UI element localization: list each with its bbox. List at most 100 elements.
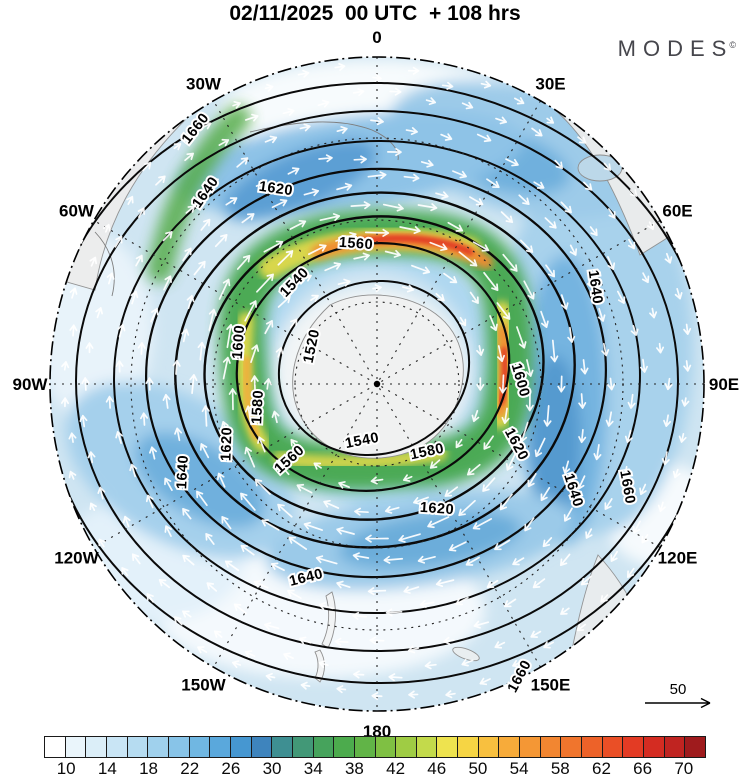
wind-arrow-icon bbox=[569, 244, 578, 256]
wind-arrow bbox=[610, 550, 618, 562]
wind-arrow bbox=[85, 342, 94, 354]
wind-arrow bbox=[663, 414, 672, 427]
wind-arrow-icon bbox=[200, 218, 211, 231]
wind-arrow bbox=[370, 476, 384, 485]
wind-arrow bbox=[578, 393, 587, 409]
wind-arrow-icon bbox=[139, 412, 149, 426]
wind-arrow bbox=[137, 342, 146, 355]
wind-arrow bbox=[352, 88, 365, 97]
wind-arrow bbox=[277, 503, 293, 518]
colorbar-tick: 62 bbox=[591, 759, 611, 778]
wind-arrow bbox=[224, 560, 240, 572]
wind-arrow bbox=[408, 690, 419, 699]
wind-arrow-icon bbox=[641, 533, 649, 544]
wind-arrow-icon bbox=[336, 125, 348, 134]
wind-arrow bbox=[250, 344, 260, 364]
wind-arrow bbox=[353, 252, 370, 261]
wind-arrow-icon bbox=[601, 342, 610, 357]
wind-arrow bbox=[81, 377, 90, 391]
wind-arrows bbox=[60, 62, 692, 701]
graticule bbox=[50, 57, 704, 711]
wind-arrow bbox=[683, 360, 692, 372]
wind-arrow bbox=[263, 240, 284, 253]
wind-arrow-icon bbox=[461, 101, 474, 110]
wind-arrow bbox=[417, 555, 436, 564]
wind-arrow-icon bbox=[115, 360, 124, 373]
wind-arrow bbox=[68, 432, 77, 443]
wind-arrow-icon bbox=[589, 226, 598, 237]
wind-arrow bbox=[425, 97, 437, 106]
wind-arrow-icon bbox=[257, 436, 266, 453]
wind-arrow bbox=[419, 599, 435, 608]
wind-arrow-icon bbox=[448, 541, 467, 552]
wind-arrow bbox=[189, 374, 198, 394]
colorbar-tick: 10 bbox=[56, 759, 76, 778]
wind-arrow-icon bbox=[245, 113, 259, 122]
wind-arrow-icon bbox=[114, 235, 123, 248]
wind-arrow-icon bbox=[207, 178, 219, 187]
wind-arrow-icon bbox=[354, 507, 369, 516]
wind-arrow-icon bbox=[126, 195, 134, 205]
wind-arrow-icon bbox=[202, 121, 212, 130]
wind-arrow-icon bbox=[97, 486, 106, 500]
wind-arrow-icon bbox=[145, 377, 154, 391]
wind-arrow-icon bbox=[89, 256, 98, 267]
wind-arrow bbox=[352, 552, 370, 561]
wind-arrow-icon bbox=[388, 673, 403, 682]
colorbar-tick: 14 bbox=[97, 759, 117, 778]
wind-arrow-icon bbox=[401, 284, 415, 293]
wind-arrow bbox=[324, 262, 342, 272]
wind-arrow-icon bbox=[546, 116, 555, 124]
wind-arrow-icon bbox=[370, 117, 384, 126]
wind-arrow bbox=[146, 593, 155, 603]
wind-arrow-icon bbox=[197, 646, 208, 654]
wind-arrow-icon bbox=[186, 294, 195, 310]
wind-arrow-icon bbox=[263, 240, 284, 253]
wind-arrow-icon bbox=[275, 347, 284, 358]
wind-arrow-icon bbox=[443, 272, 458, 284]
wind-arrow-icon bbox=[663, 414, 672, 427]
wind-arrow bbox=[630, 325, 639, 336]
wind-arrow-icon bbox=[413, 496, 429, 505]
wind-arrow-icon bbox=[398, 533, 421, 543]
colorbar-cell bbox=[396, 737, 417, 757]
wind-arrow bbox=[270, 562, 285, 572]
wind-arrow-icon bbox=[458, 251, 478, 267]
wind-arrow bbox=[126, 195, 134, 205]
wind-arrow bbox=[319, 213, 341, 222]
wind-arrow bbox=[173, 616, 183, 626]
wind-arrow-icon bbox=[486, 579, 499, 589]
wind-arrow-icon bbox=[384, 249, 401, 258]
wind-arrow-icon bbox=[137, 207, 146, 219]
wind-arrow bbox=[398, 533, 421, 543]
wind-arrow-icon bbox=[288, 536, 308, 550]
wind-arrow bbox=[233, 603, 247, 615]
wind-arrow bbox=[496, 302, 511, 320]
wind-arrow-icon bbox=[117, 324, 126, 338]
longitude-label: 90W bbox=[13, 375, 49, 394]
wind-arrow-icon bbox=[367, 171, 387, 180]
wind-arrow bbox=[435, 292, 445, 302]
colorbar-cell bbox=[251, 737, 273, 757]
wind-arrow-icon bbox=[557, 375, 566, 393]
colorbar-tick: 34 bbox=[303, 759, 323, 778]
longitude-label: 60W bbox=[59, 202, 95, 221]
wind-arrow-icon bbox=[131, 553, 141, 565]
wind-arrow-icon bbox=[228, 388, 237, 411]
colorbar-tick: 22 bbox=[180, 759, 200, 778]
wind-arrow-icon bbox=[647, 221, 655, 231]
wind-arrow-icon bbox=[500, 211, 514, 224]
wind-arrow bbox=[114, 235, 123, 248]
wind-arrow-icon bbox=[417, 203, 438, 212]
wind-arrow-icon bbox=[482, 477, 496, 492]
wind-arrow-icon bbox=[554, 159, 563, 170]
wind-arrow bbox=[213, 630, 223, 638]
wind-arrow bbox=[455, 438, 463, 449]
wind-arrow-icon bbox=[264, 135, 278, 144]
wind-arrow-icon bbox=[585, 528, 593, 539]
wind-arrow-icon bbox=[576, 475, 586, 490]
wind-arrow-icon bbox=[240, 492, 256, 511]
wind-arrow bbox=[336, 125, 348, 134]
wind-arrow bbox=[206, 582, 218, 592]
wind-arrow bbox=[518, 194, 530, 205]
